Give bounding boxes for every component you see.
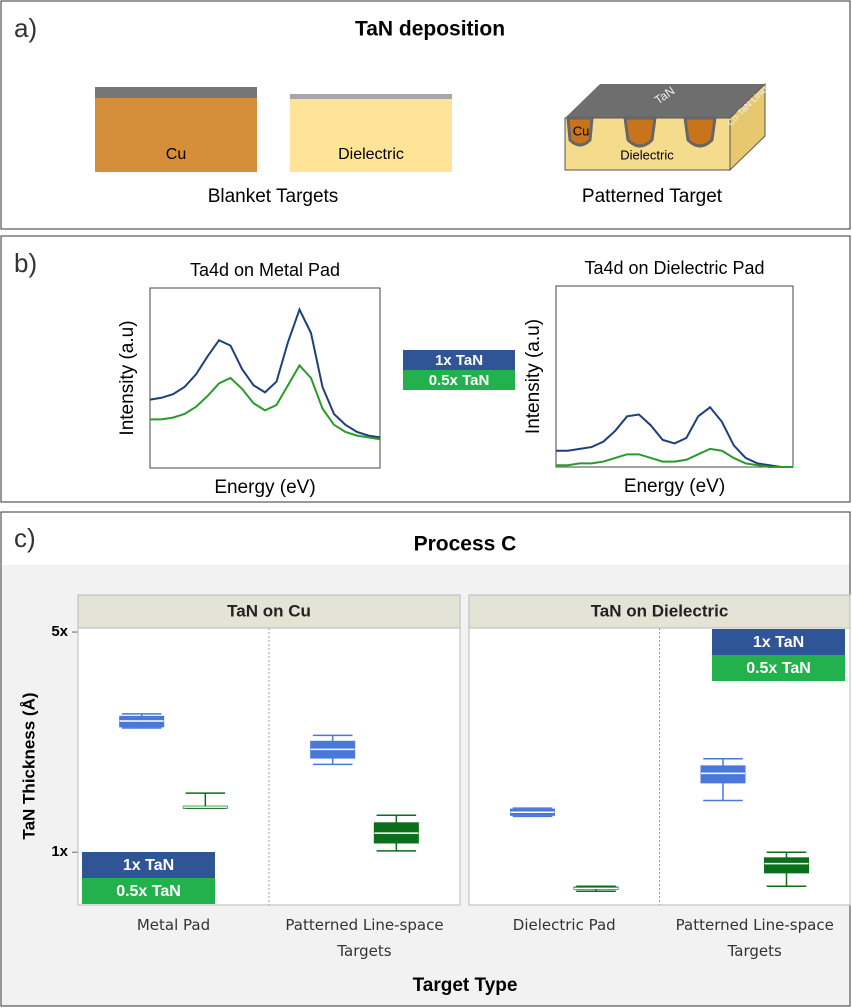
plot-frame xyxy=(150,288,380,468)
material-label: Dielectric xyxy=(620,147,674,162)
x-axis-label: Target Type xyxy=(413,975,518,996)
facet-title: TaN on Dielectric xyxy=(591,601,729,620)
caption: Blanket Targets xyxy=(208,186,339,207)
plot-frame xyxy=(556,286,793,467)
chart-title: Process C xyxy=(414,533,517,556)
category-label-box: Dielectric Pad xyxy=(469,912,660,972)
material-label: Cu xyxy=(166,146,186,163)
cu-trench xyxy=(685,118,715,146)
y-axis-label: Intensity (a.u) xyxy=(117,320,138,435)
panel-label: c) xyxy=(14,523,36,553)
y-axis-label: Intensity (a.u) xyxy=(523,319,544,434)
chart-title: Ta4d on Metal Pad xyxy=(190,260,340,280)
category-label-box: Patterned Line-space Targets xyxy=(660,912,851,972)
tan-layer xyxy=(95,87,257,98)
box xyxy=(765,858,809,873)
legend-label: 1x TaN xyxy=(435,352,483,369)
y-tick-label: 1x xyxy=(51,843,68,860)
y-tick-label: 5x xyxy=(51,623,68,640)
x-tick-label: Patterned Line-space Targets xyxy=(660,912,851,964)
facet-title: TaN on Cu xyxy=(227,601,311,620)
legend-label: 0.5x TaN xyxy=(429,372,490,389)
x-tick-label: Dielectric Pad xyxy=(469,912,660,938)
figure: a) TaN deposition Cu Dielectric Blanket … xyxy=(0,0,852,1008)
box xyxy=(701,766,745,783)
x-axis-label: Energy (eV) xyxy=(214,477,315,498)
legend-label: 0.5x TaN xyxy=(116,883,181,900)
panel-title: TaN deposition xyxy=(355,18,505,41)
y-axis-label: TaN Thickness (Å) xyxy=(19,692,38,839)
legend-label: 1x TaN xyxy=(123,857,174,874)
tan-layer xyxy=(290,94,452,99)
category-label-box: Patterned Line-space Targets xyxy=(269,912,460,972)
caption: Patterned Target xyxy=(582,186,723,207)
spectrum-line xyxy=(150,310,380,438)
x-tick-label: Patterned Line-space Targets xyxy=(269,912,460,964)
x-axis-label: Energy (eV) xyxy=(624,476,725,497)
panel-label: a) xyxy=(14,13,37,43)
chart-title: Ta4d on Dielectric Pad xyxy=(584,258,764,278)
material-label: Dielectric xyxy=(338,146,404,163)
material-label: Cu xyxy=(573,123,590,138)
legend-label: 1x TaN xyxy=(753,634,804,651)
spectrum-line xyxy=(150,365,380,439)
spectrum-line xyxy=(556,407,793,467)
panel-label: b) xyxy=(14,248,37,278)
legend-label: 0.5x TaN xyxy=(746,660,811,677)
x-tick-label: Metal Pad xyxy=(78,912,269,938)
category-label-box: Metal Pad xyxy=(78,912,269,972)
spectrum-line xyxy=(556,449,793,467)
cu-trench xyxy=(625,118,655,146)
